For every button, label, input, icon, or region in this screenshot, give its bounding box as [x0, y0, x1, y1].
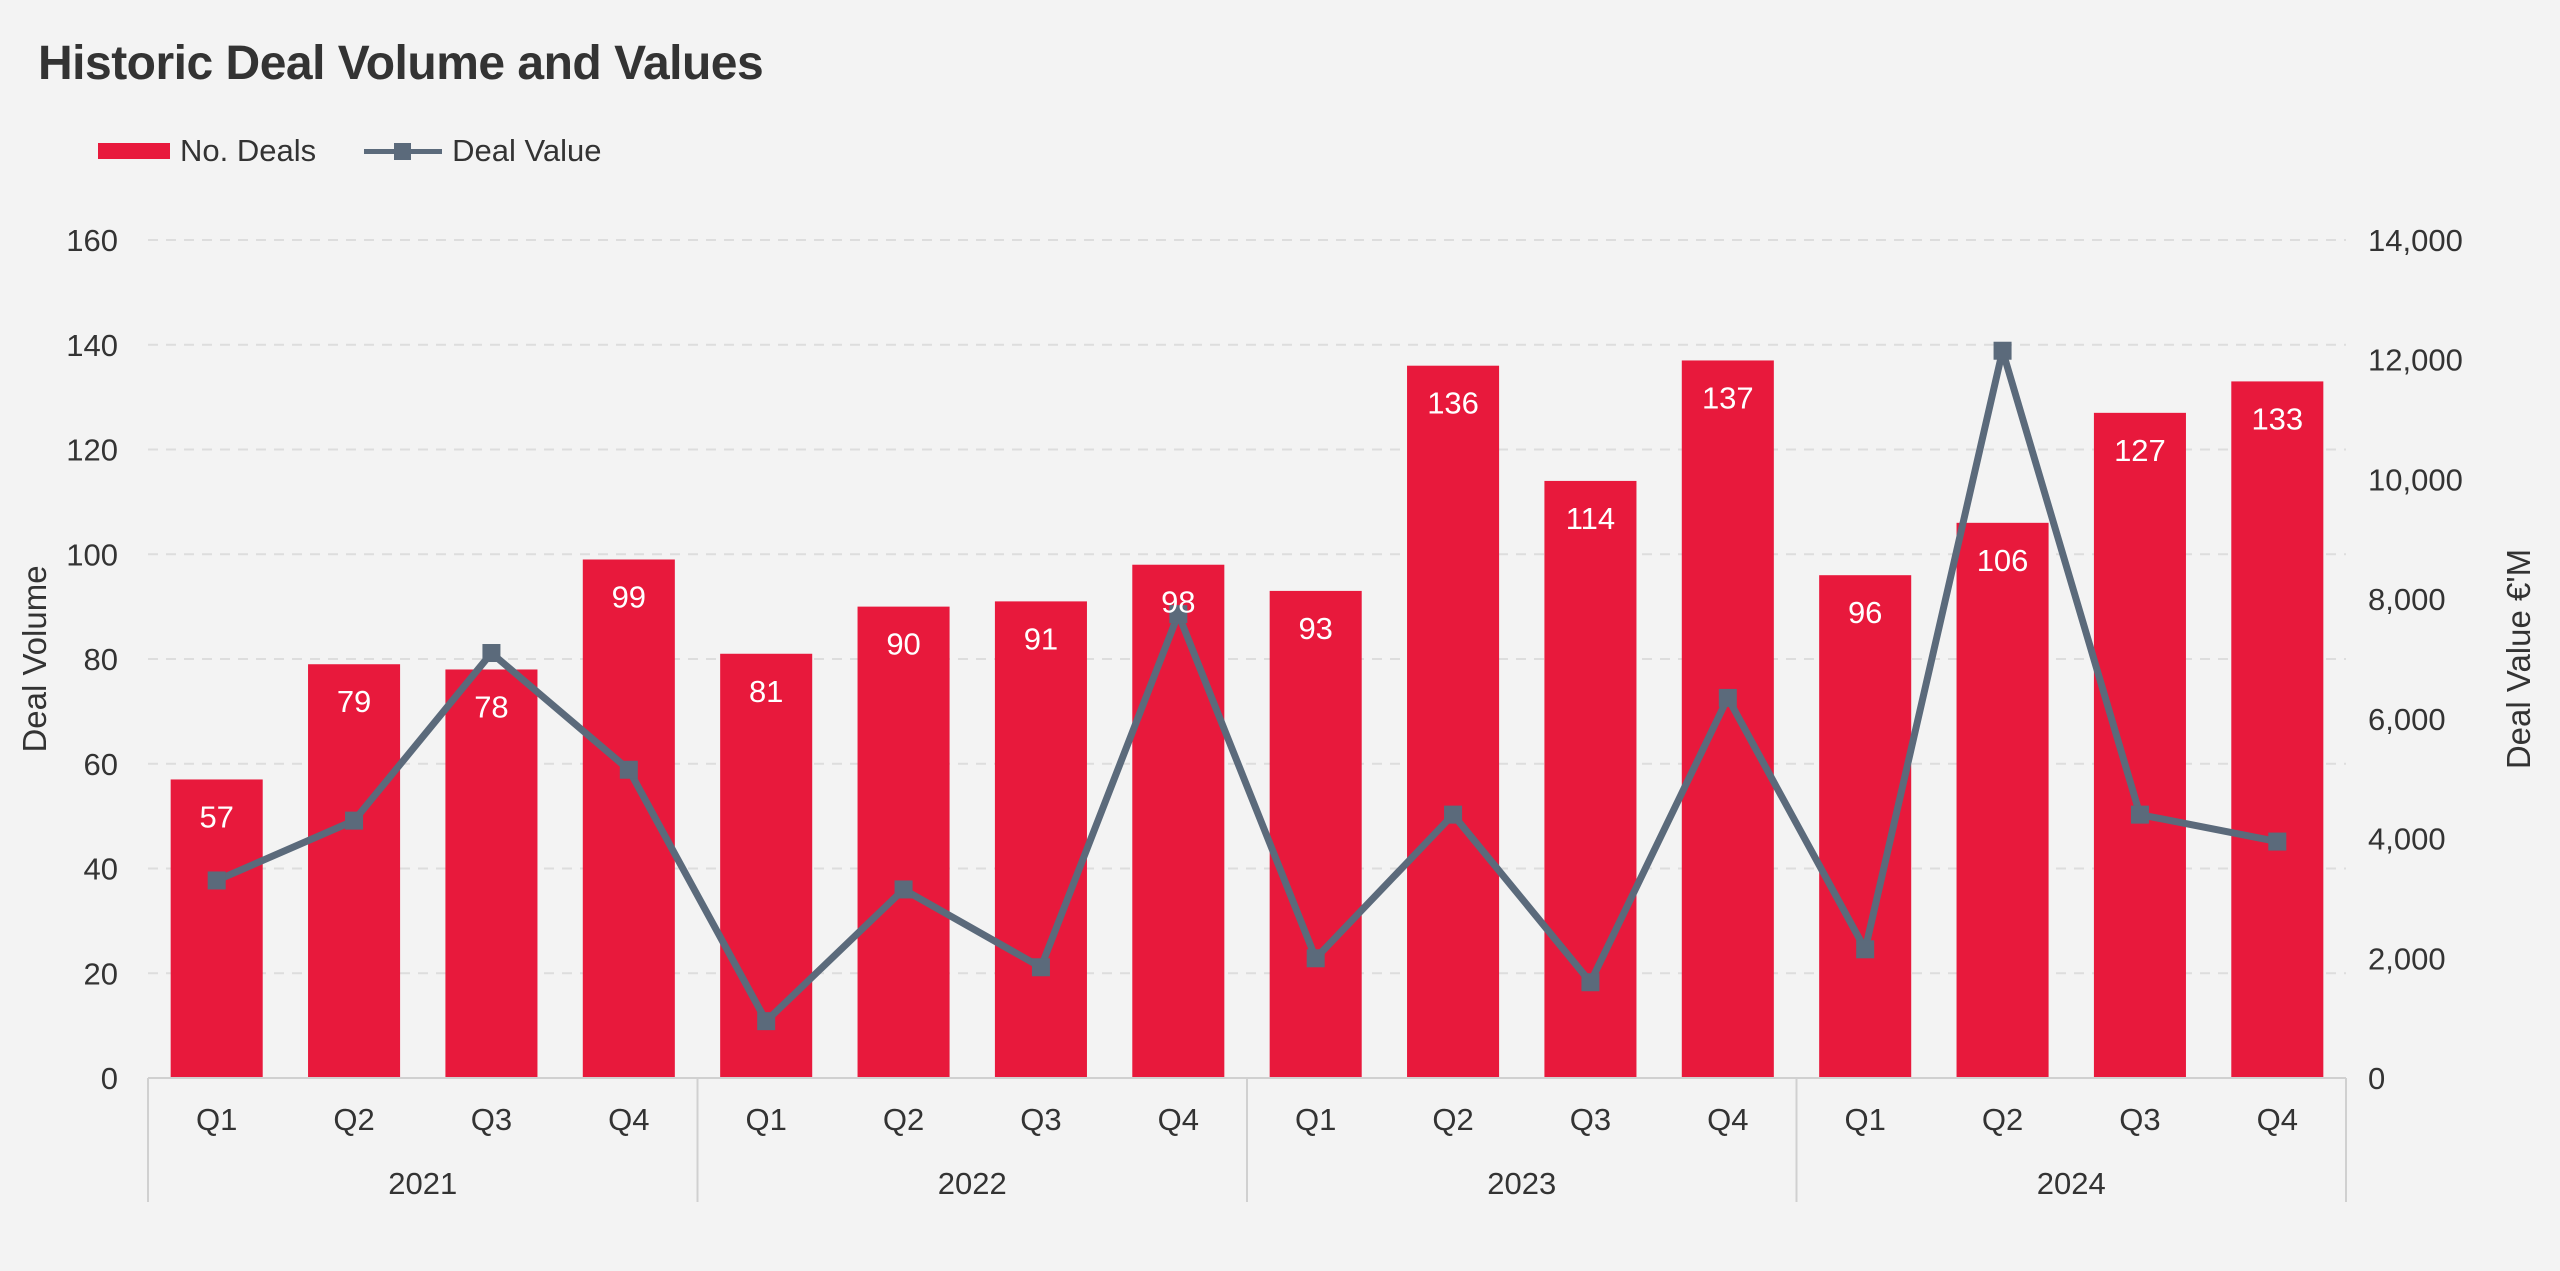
bar-data-label: 98 [1161, 585, 1195, 620]
x-tick-label: Q2 [1432, 1102, 1473, 1137]
legend-item-value: Deal Value [364, 133, 601, 169]
deal-value-point [1581, 973, 1600, 992]
bar [445, 669, 538, 1078]
bar-data-label: 106 [1977, 543, 2029, 578]
deal-value-point [345, 811, 364, 830]
x-tick-label: Q1 [1295, 1102, 1336, 1137]
deal-value-point [2130, 805, 2149, 824]
y-tick-label: 120 [66, 433, 118, 468]
x-tick-label: Q4 [1707, 1102, 1748, 1137]
y2-tick-label: 10,000 [2368, 462, 2463, 497]
deal-value-point [1718, 688, 1737, 707]
bar [2231, 381, 2324, 1079]
x-tick-label: Q3 [1570, 1102, 1611, 1137]
deal-value-point [1306, 949, 1325, 968]
bar [170, 779, 263, 1078]
deal-value-point [482, 644, 501, 663]
deal-value-point [2268, 832, 2287, 851]
deal-value-point [1856, 940, 1875, 959]
bar-data-label: 81 [749, 674, 783, 709]
y-tick-label: 40 [84, 852, 118, 887]
x-tick-label: Q1 [746, 1102, 787, 1137]
bar-data-label: 114 [1566, 501, 1615, 536]
y-tick-label: 20 [84, 956, 118, 991]
deal-value-point [619, 760, 638, 779]
y-tick-label: 140 [66, 328, 118, 363]
y2-tick-label: 14,000 [2368, 223, 2463, 258]
bar-data-label: 96 [1848, 595, 1882, 630]
y2-tick-label: 2,000 [2368, 941, 2446, 976]
bar [1269, 590, 1362, 1078]
bar-data-label: 93 [1298, 611, 1332, 646]
x-group-label: 2023 [1487, 1166, 1556, 1201]
chart-legend: No. Deals Deal Value [98, 133, 601, 169]
deal-value-point [894, 880, 913, 899]
x-group-label: 2024 [2037, 1166, 2106, 1201]
bar [994, 601, 1087, 1078]
legend-item-deals: No. Deals [98, 133, 316, 169]
y2-tick-label: 8,000 [2368, 582, 2446, 617]
bar-data-label: 133 [2251, 401, 2303, 436]
deal-value-point [1031, 958, 1050, 977]
bar [582, 559, 675, 1078]
bar-data-label: 79 [337, 684, 371, 719]
x-group-label: 2021 [388, 1166, 457, 1201]
bar [857, 606, 950, 1078]
bar [2093, 412, 2186, 1078]
deal-value-line [215, 347, 2278, 1025]
x-tick-label: Q1 [196, 1102, 237, 1137]
bar [308, 664, 401, 1078]
x-group-label: 2022 [938, 1166, 1007, 1201]
deal-value-point [1993, 341, 2012, 360]
chart-title: Historic Deal Volume and Values [38, 37, 764, 90]
bar [1956, 522, 2049, 1078]
bar-data-label: 127 [2114, 433, 2166, 468]
x-tick-label: Q2 [1982, 1102, 2023, 1137]
x-tick-label: Q4 [1158, 1102, 1199, 1137]
bar-data-label: 99 [612, 579, 646, 614]
x-tick-label: Q2 [333, 1102, 374, 1137]
bar [720, 653, 813, 1078]
bar-data-label: 91 [1024, 621, 1058, 656]
x-tick-label: Q3 [471, 1102, 512, 1137]
bar-data-label: 137 [1702, 380, 1754, 415]
y2-tick-label: 4,000 [2368, 822, 2446, 857]
legend-label-value: Deal Value [452, 133, 602, 168]
y-tick-label: 160 [66, 223, 118, 258]
y-tick-label: 100 [66, 537, 118, 572]
bar-data-label: 136 [1427, 386, 1479, 421]
y2-tick-label: 12,000 [2368, 343, 2463, 378]
y-tick-label: 60 [84, 747, 118, 782]
deal-value-point [1169, 605, 1188, 624]
y-tick-label: 0 [101, 1061, 118, 1096]
x-tick-label: Q1 [1845, 1102, 1886, 1137]
x-tick-label: Q4 [608, 1102, 649, 1137]
bar [1132, 564, 1225, 1078]
legend-bar-swatch [98, 143, 170, 159]
x-tick-label: Q2 [883, 1102, 924, 1137]
y-tick-label: 80 [84, 642, 118, 677]
bar [1407, 365, 1500, 1078]
x-tick-label: Q3 [2119, 1102, 2160, 1137]
y2-axis-title: Deal Value €'M [2500, 549, 2537, 769]
y2-tick-label: 6,000 [2368, 702, 2446, 737]
deal-value-point [207, 871, 226, 890]
y2-tick-label: 0 [2368, 1061, 2385, 1096]
x-tick-label: Q4 [2257, 1102, 2298, 1137]
y-axis-title: Deal Volume [16, 565, 53, 752]
legend-label-deals: No. Deals [180, 133, 317, 168]
x-tick-label: Q3 [1020, 1102, 1061, 1137]
bar-data-label: 57 [199, 799, 233, 834]
deal-value-point [1444, 805, 1463, 824]
legend-line-swatch [364, 143, 443, 160]
bar [1681, 360, 1774, 1078]
deal-value-point [757, 1012, 776, 1031]
bar [1819, 575, 1912, 1078]
bar-data-label: 90 [886, 627, 920, 662]
bar-data-label: 78 [474, 689, 508, 724]
